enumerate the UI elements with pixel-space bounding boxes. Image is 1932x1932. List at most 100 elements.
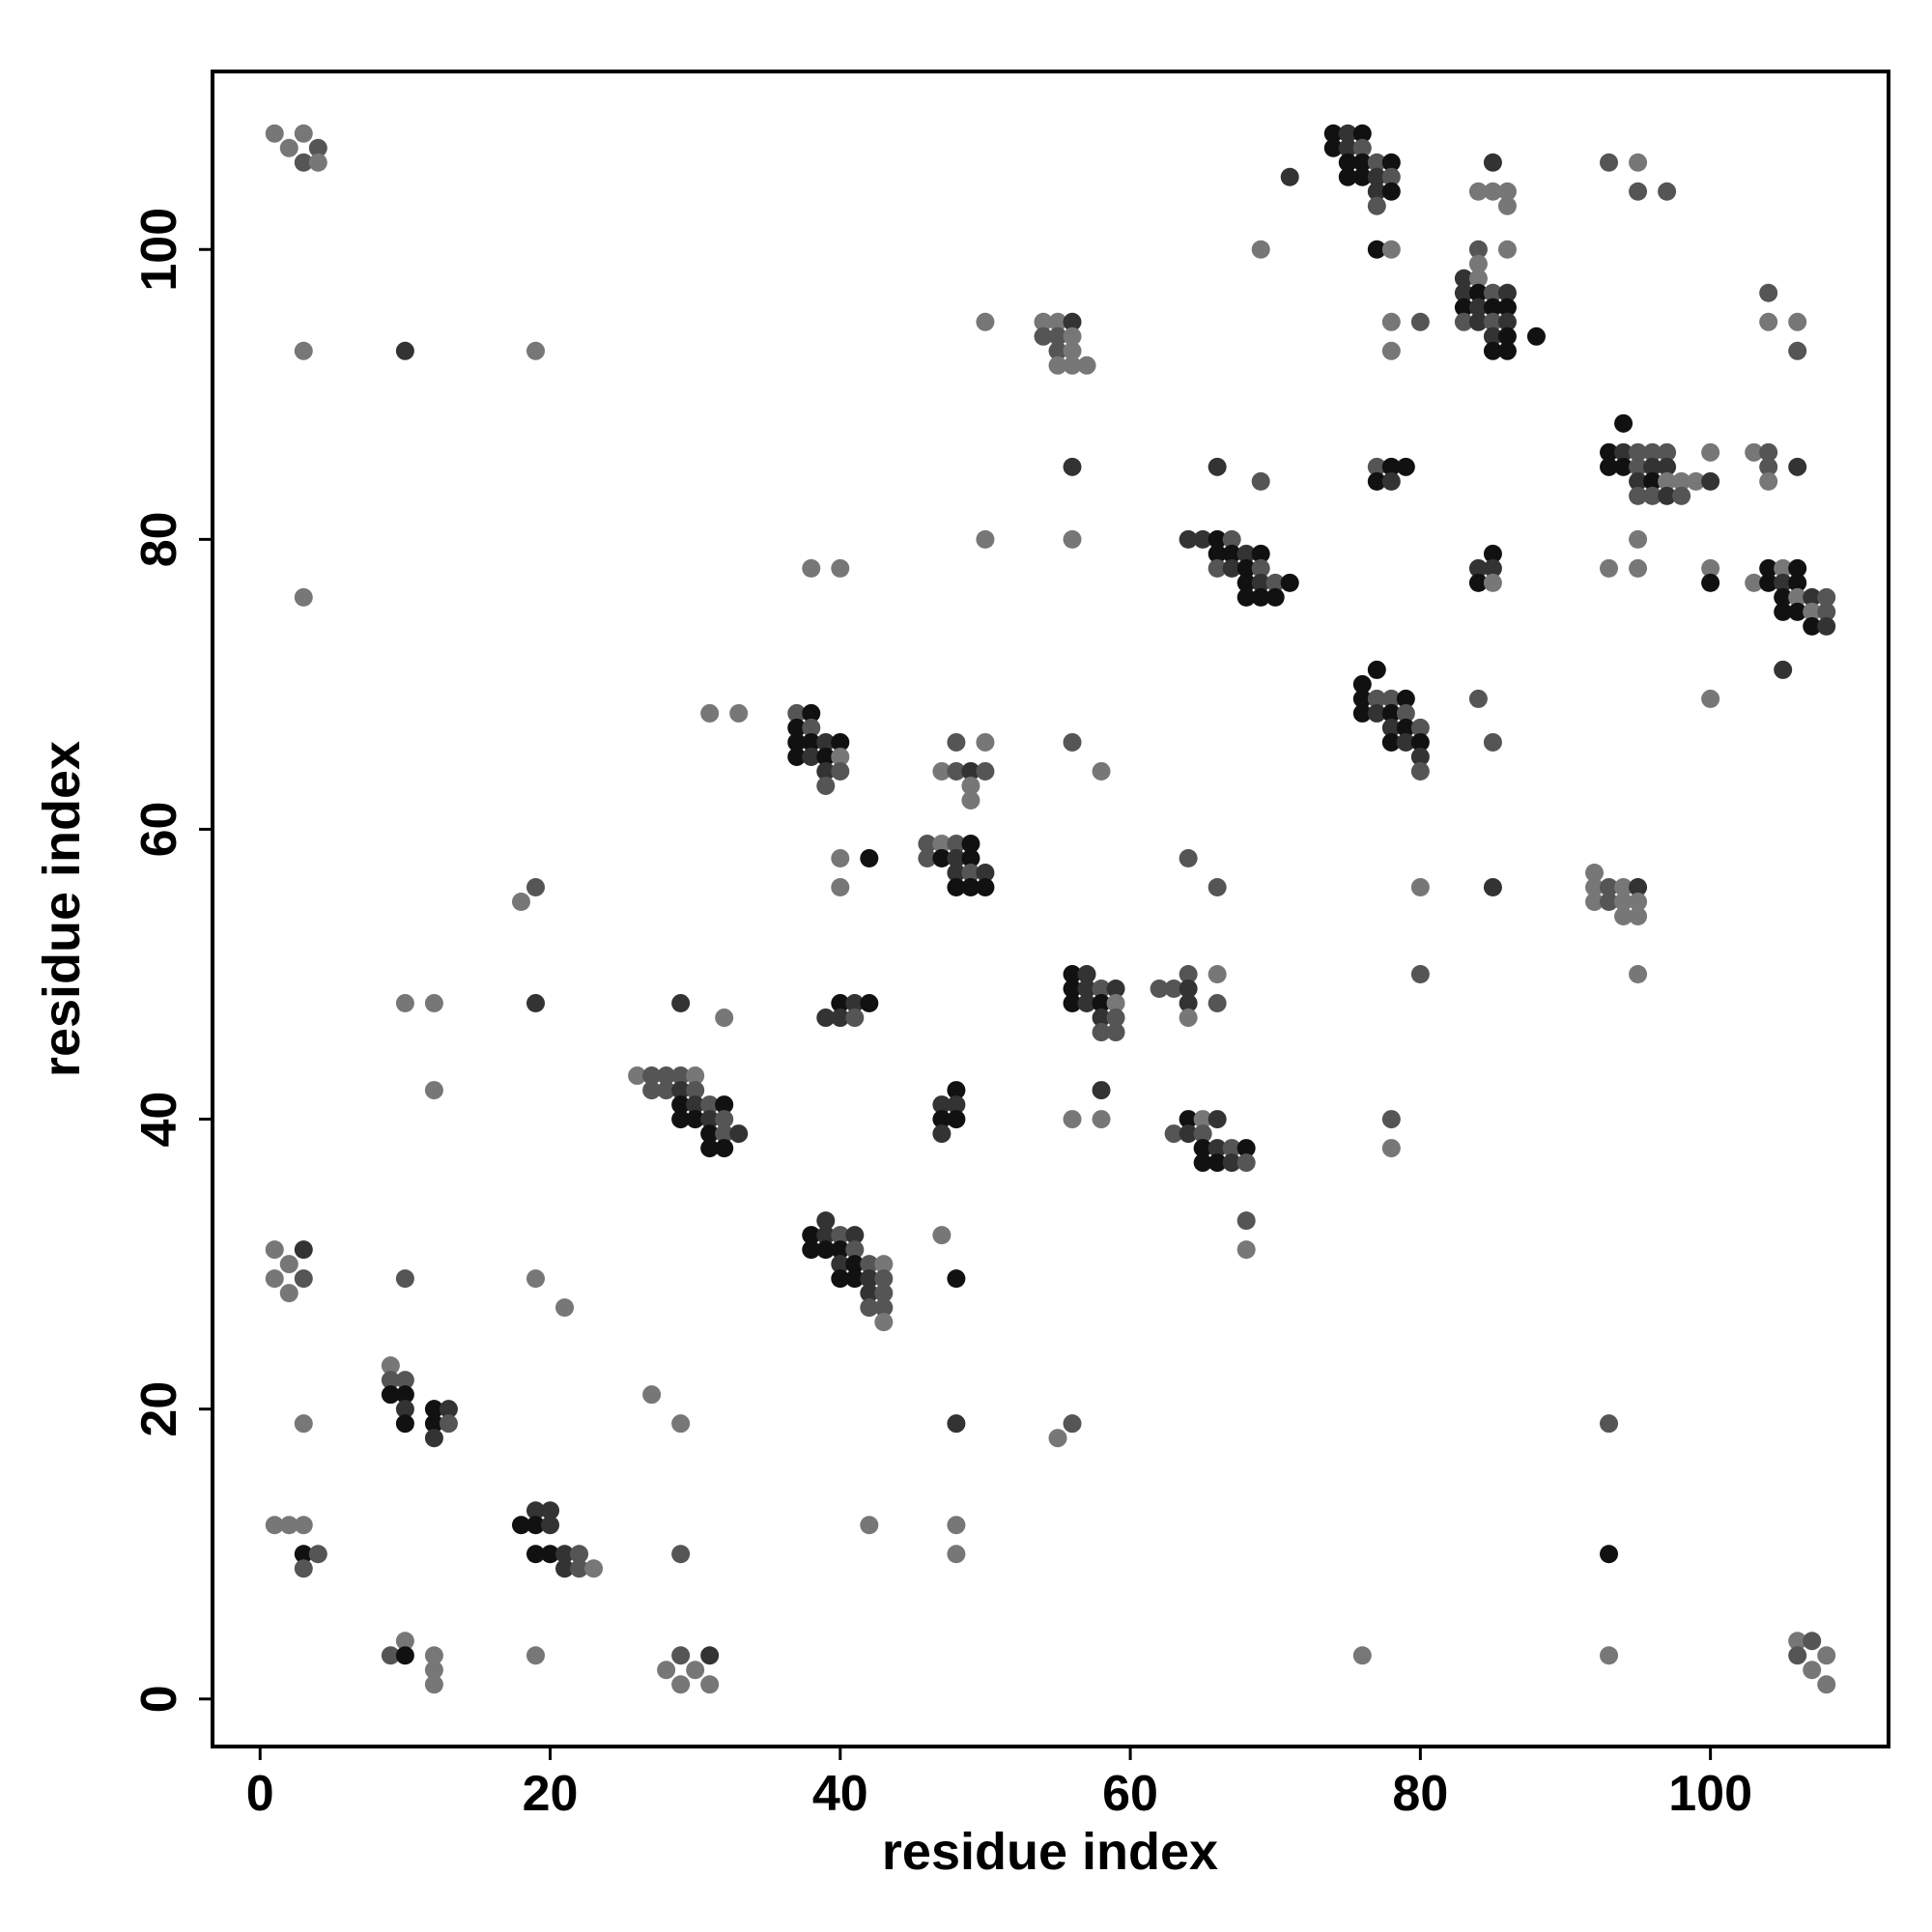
point bbox=[1803, 616, 1822, 636]
point bbox=[1323, 124, 1343, 143]
point bbox=[700, 1675, 720, 1694]
point bbox=[294, 1559, 313, 1578]
point bbox=[657, 1081, 676, 1100]
point bbox=[1106, 994, 1125, 1013]
point bbox=[1759, 457, 1778, 476]
point bbox=[787, 703, 807, 723]
point bbox=[947, 1269, 966, 1289]
point bbox=[1092, 980, 1111, 999]
point bbox=[1208, 994, 1227, 1013]
point bbox=[1410, 312, 1430, 331]
point bbox=[1614, 442, 1634, 462]
point bbox=[874, 1255, 894, 1274]
x-axis-title: residue index bbox=[882, 1823, 1218, 1881]
point bbox=[1483, 877, 1502, 896]
point bbox=[1410, 965, 1430, 984]
point bbox=[947, 1081, 966, 1100]
point bbox=[1193, 1139, 1212, 1158]
point bbox=[1251, 471, 1270, 491]
point bbox=[1745, 573, 1764, 592]
point bbox=[1236, 1240, 1256, 1260]
point bbox=[1193, 529, 1212, 549]
point bbox=[1497, 298, 1517, 317]
plot-frame bbox=[211, 70, 1890, 1748]
point bbox=[1381, 240, 1401, 259]
point bbox=[1629, 457, 1648, 476]
point bbox=[686, 1661, 705, 1680]
point bbox=[1788, 312, 1807, 331]
point bbox=[1280, 573, 1299, 592]
point bbox=[1629, 471, 1648, 491]
point bbox=[1352, 689, 1372, 708]
point bbox=[1468, 558, 1488, 578]
point bbox=[1454, 283, 1473, 302]
point bbox=[1600, 1414, 1619, 1434]
point bbox=[1352, 153, 1372, 172]
point bbox=[831, 761, 850, 781]
point bbox=[1585, 892, 1605, 911]
point bbox=[1454, 269, 1473, 288]
point bbox=[1629, 907, 1648, 926]
point bbox=[1497, 341, 1517, 360]
point bbox=[1614, 907, 1634, 926]
point bbox=[1179, 980, 1198, 999]
point bbox=[802, 703, 821, 723]
point bbox=[1483, 312, 1502, 331]
point bbox=[1759, 471, 1778, 491]
point bbox=[1381, 457, 1401, 476]
point bbox=[1614, 892, 1634, 911]
point bbox=[526, 994, 546, 1013]
point bbox=[1483, 327, 1502, 346]
point bbox=[1817, 1675, 1836, 1694]
point bbox=[526, 1269, 546, 1289]
point bbox=[1063, 312, 1082, 331]
point bbox=[860, 994, 879, 1013]
point bbox=[1034, 327, 1053, 346]
point bbox=[1687, 471, 1706, 491]
point bbox=[700, 1110, 720, 1129]
x-tick-label: 20 bbox=[523, 1766, 579, 1822]
point bbox=[1497, 196, 1517, 215]
point bbox=[686, 1095, 705, 1115]
point bbox=[1381, 312, 1401, 331]
point bbox=[671, 1095, 691, 1115]
point bbox=[265, 1269, 284, 1289]
point bbox=[1251, 558, 1270, 578]
point bbox=[1410, 761, 1430, 781]
point bbox=[1092, 1110, 1111, 1129]
point bbox=[961, 848, 980, 867]
point bbox=[308, 138, 327, 157]
point bbox=[1236, 1139, 1256, 1158]
point bbox=[1352, 167, 1372, 186]
point bbox=[584, 1559, 604, 1578]
point bbox=[265, 124, 284, 143]
point bbox=[831, 848, 850, 867]
point bbox=[1222, 544, 1241, 563]
point bbox=[976, 312, 995, 331]
point bbox=[932, 1226, 952, 1245]
point bbox=[1701, 442, 1720, 462]
point bbox=[395, 994, 414, 1013]
point bbox=[1077, 965, 1096, 984]
point bbox=[1208, 1139, 1227, 1158]
point bbox=[1759, 312, 1778, 331]
point bbox=[1817, 587, 1836, 607]
point bbox=[1600, 558, 1619, 578]
point bbox=[947, 1516, 966, 1535]
point bbox=[1483, 732, 1502, 752]
point bbox=[1352, 124, 1372, 143]
point bbox=[961, 863, 980, 882]
point bbox=[1396, 703, 1415, 723]
point bbox=[961, 790, 980, 810]
point bbox=[802, 558, 821, 578]
point bbox=[1468, 283, 1488, 302]
point bbox=[1063, 1414, 1082, 1434]
point bbox=[1497, 182, 1517, 201]
point bbox=[947, 1414, 966, 1434]
point bbox=[1643, 457, 1662, 476]
point bbox=[816, 1009, 836, 1028]
point bbox=[1222, 529, 1241, 549]
point bbox=[1222, 558, 1241, 578]
point bbox=[1367, 167, 1386, 186]
point bbox=[961, 761, 980, 781]
